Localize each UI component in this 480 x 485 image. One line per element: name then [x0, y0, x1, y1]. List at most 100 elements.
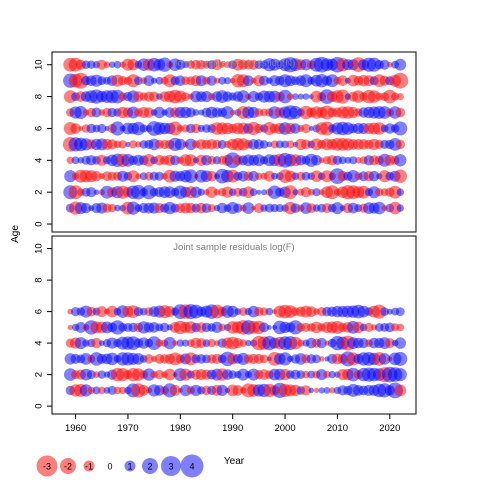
residual-bubble — [278, 89, 292, 104]
residual-bubble — [267, 325, 272, 330]
residual-bubble — [67, 324, 74, 331]
residual-bubble — [393, 351, 408, 366]
y-tick-label: 2 — [34, 372, 45, 377]
residual-bubble — [92, 386, 101, 395]
residual-bubble — [318, 387, 325, 394]
legend-label: -1 — [85, 462, 93, 472]
y-tick-label: 6 — [34, 126, 45, 131]
residual-bubble — [378, 353, 391, 365]
legend-bubble — [124, 460, 136, 472]
y-tick-label: 6 — [34, 309, 45, 314]
residual-bubble — [380, 307, 389, 316]
residual-bubble — [297, 93, 304, 100]
residual-bubble — [74, 337, 87, 350]
residual-bubble — [259, 322, 270, 333]
residual-bubble — [337, 75, 349, 86]
residual-bubble — [139, 124, 148, 133]
residual-bubble — [261, 189, 268, 196]
residual-bubble — [98, 386, 106, 395]
residual-bubble — [265, 307, 274, 316]
residual-bubble — [292, 93, 299, 100]
residual-bubble — [292, 189, 299, 196]
bubbles — [64, 304, 408, 399]
residual-bubble — [229, 109, 236, 116]
y-tick-label: 10 — [34, 243, 45, 254]
x-tick-label: 1980 — [170, 423, 191, 434]
residual-bubble — [143, 75, 155, 87]
residual-bubble — [74, 106, 88, 119]
residual-bubble — [393, 169, 407, 183]
residual-bubble — [114, 204, 121, 212]
residual-bubble — [290, 203, 301, 214]
y-tick-label: 8 — [34, 277, 45, 282]
residual-bubble — [155, 339, 164, 347]
residual-bubble — [308, 387, 315, 394]
residual-bubble — [300, 187, 312, 198]
residual-bubble — [316, 337, 327, 349]
residual-bubble — [226, 305, 239, 318]
residual-bubble — [328, 370, 336, 379]
residual-bubble — [126, 201, 140, 215]
residual-bubble — [86, 187, 97, 198]
residual-bubble — [174, 138, 186, 150]
residual-bubble — [127, 170, 140, 183]
residual-bubble — [388, 201, 402, 215]
residual-bubble — [259, 75, 270, 86]
residual-bubble — [80, 202, 92, 214]
residual-bubble — [248, 170, 259, 182]
x-axis-label: Year — [224, 456, 245, 467]
residual-bubble — [143, 107, 155, 118]
residual-bubble — [113, 386, 122, 395]
panel-title: Joint sample residuals log(N) — [173, 58, 296, 69]
residual-bubble — [386, 308, 393, 315]
residual-bubble — [149, 91, 160, 102]
residual-bubble — [387, 61, 393, 68]
residual-bubble — [396, 188, 405, 196]
residual-bubble — [66, 156, 75, 164]
residual-bubble — [176, 339, 184, 347]
residual-bubble — [129, 140, 138, 149]
legend-label: 0 — [107, 462, 112, 472]
residual-bubble — [275, 204, 284, 213]
residual-bubble — [97, 370, 107, 379]
residual-bubble — [169, 384, 181, 396]
residual-bubble — [249, 188, 258, 197]
residual-bubble — [144, 354, 154, 364]
residual-bubble — [110, 121, 125, 136]
residual-bubble — [255, 172, 263, 180]
residual-bubble — [68, 185, 83, 200]
residual-bubble — [172, 340, 179, 346]
residual-bubble — [239, 339, 247, 347]
residual-bubble — [219, 61, 226, 68]
residual-bubble — [154, 171, 164, 181]
residual-bubble — [93, 189, 100, 195]
residual-bubble — [86, 370, 96, 380]
residual-bubble — [323, 370, 331, 379]
residual-bubble — [163, 336, 176, 350]
y-axis-label: Age — [10, 225, 21, 243]
residual-bubble — [329, 387, 336, 394]
legend-label: 4 — [189, 462, 194, 472]
residual-bubble — [70, 123, 81, 134]
residual-bubble — [134, 76, 143, 85]
residual-bubble — [71, 156, 80, 165]
residual-bubble — [259, 354, 269, 364]
residual-bubble — [200, 91, 213, 103]
residual-bubble — [297, 339, 305, 347]
residual-bubble — [211, 59, 223, 71]
residual-bubble — [313, 387, 320, 394]
panel-title: Joint sample residuals log(F) — [173, 242, 294, 253]
residual-bubble — [301, 171, 311, 181]
residual-bubble — [325, 185, 340, 200]
residual-bubble — [223, 77, 232, 85]
residual-bubble — [75, 322, 87, 333]
residual-bubble — [283, 185, 298, 200]
residual-bubble — [300, 385, 312, 396]
residual-bubble — [216, 384, 228, 397]
residual-bubble — [256, 189, 262, 195]
residual-bubble — [238, 307, 248, 316]
legend-label: -2 — [64, 462, 72, 472]
residual-bubble — [103, 61, 111, 68]
residual-bubble — [395, 307, 405, 316]
